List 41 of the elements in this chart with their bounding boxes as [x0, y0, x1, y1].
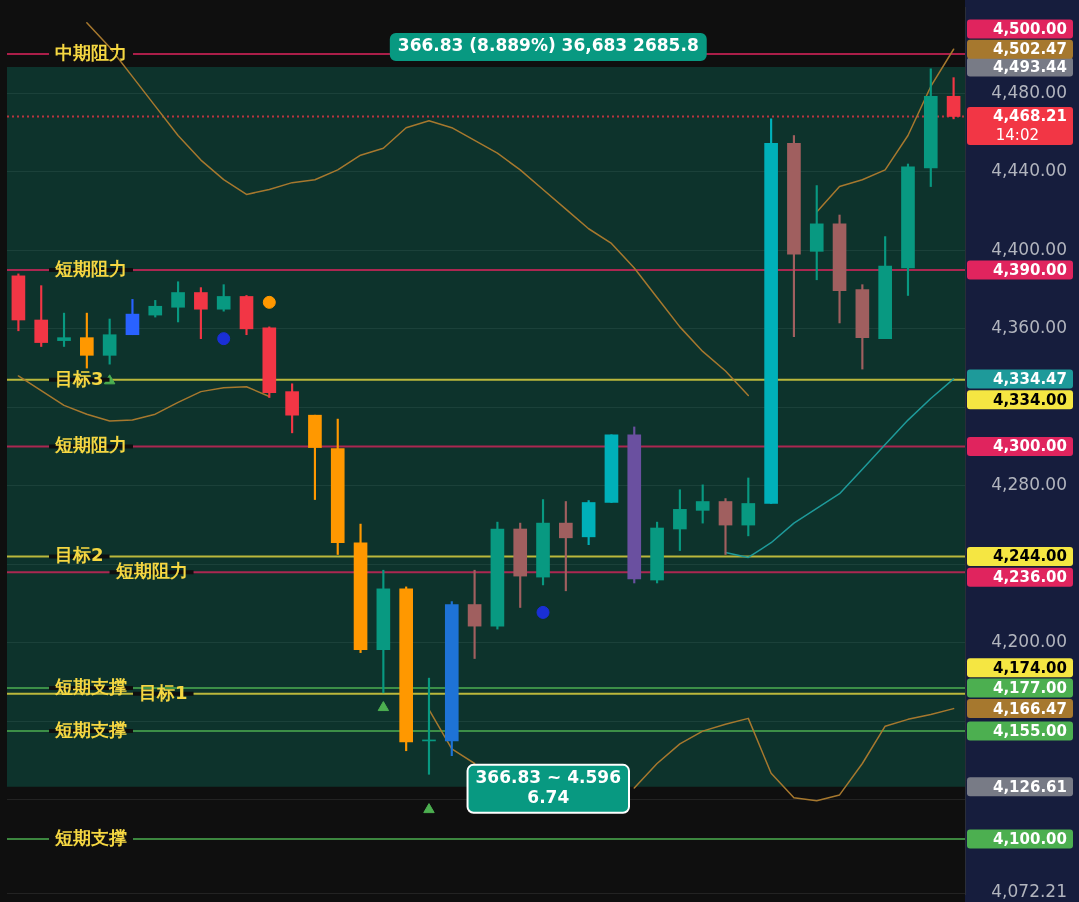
annotation: 短期阻力	[54, 257, 127, 279]
annotation: 短期支撑	[54, 718, 127, 740]
y-tick-label: 4,493.44	[992, 57, 1067, 76]
annotation: 目标3	[55, 367, 104, 389]
annotation: 366.83 ~ 4.596 6.74	[475, 767, 621, 808]
ref-line-label: 4,177.00	[992, 678, 1067, 697]
ref-line-label: 4,468.21	[992, 107, 1067, 126]
y-tick-label: 4,126.61	[992, 777, 1067, 796]
annotation: 短期阻力	[114, 559, 188, 581]
annotation: 366.83 (8.889%) 36,683 2685.8	[397, 35, 699, 56]
y-tick-label: 4,200.00	[991, 631, 1067, 652]
point	[217, 332, 231, 346]
annotation: 目标1	[139, 681, 188, 703]
ref-line-label: 4,244.00	[992, 547, 1067, 566]
y-tick-label: 4,360.00	[991, 317, 1067, 338]
ref-line-label: 4,300.00	[992, 437, 1067, 456]
y-tick-label: 4,280.00	[991, 474, 1067, 495]
point	[262, 295, 276, 309]
point	[536, 605, 550, 619]
point	[423, 803, 435, 814]
ref-line-label: 4,390.00	[992, 260, 1067, 279]
y-tick-label: 4,334.47	[992, 369, 1067, 388]
y-tick-label: 4,502.47	[992, 40, 1067, 59]
y-tick-label: 4,166.47	[992, 699, 1067, 718]
y-tick-label: 4,440.00	[991, 160, 1067, 181]
annotation: 短期阻力	[54, 434, 127, 456]
annotation: 目标2	[55, 544, 104, 566]
y-tick-label: 4,072.21	[991, 880, 1067, 901]
ref-line-label: 4,500.00	[992, 19, 1067, 38]
ref-line-label: 4,334.00	[992, 390, 1067, 409]
y-tick-label: 4,400.00	[991, 238, 1067, 259]
ref-line-label: 4,100.00	[992, 829, 1067, 848]
text: 14:02	[995, 126, 1039, 145]
y-tick-label: 4,480.00	[991, 81, 1067, 102]
ref-line-label: 4,174.00	[992, 658, 1067, 677]
annotation: 短期支撑	[54, 826, 127, 848]
ref-line-label: 4,236.00	[992, 568, 1067, 587]
annotation: 短期支撑	[54, 675, 127, 697]
point	[377, 701, 390, 712]
annotation: 中期阻力	[55, 41, 127, 63]
ref-line-label: 4,155.00	[992, 722, 1067, 741]
